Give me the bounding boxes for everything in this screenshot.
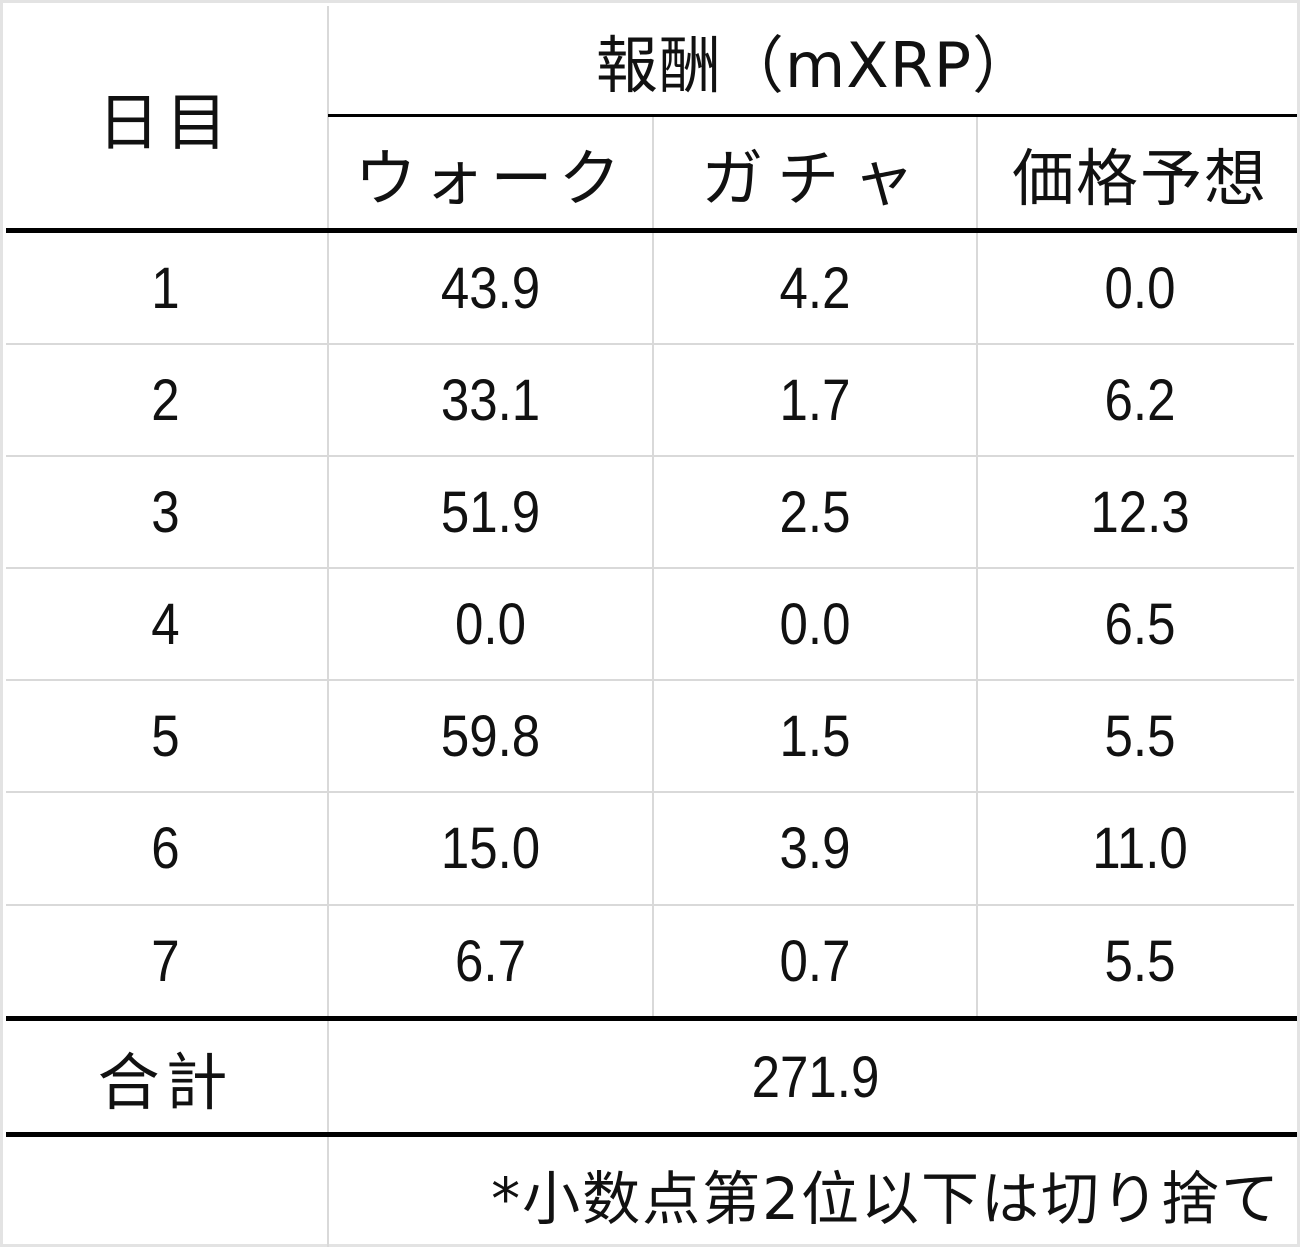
cell-day: 7 (151, 928, 180, 994)
cell-day: 3 (151, 479, 180, 545)
header-reward-group: 報酬（mXRP） (328, 3, 1300, 116)
total-label-text: 合計 (97, 1046, 234, 1119)
cell-gacha: 0.0 (779, 591, 851, 657)
grid-line-vertical (327, 6, 329, 1247)
grid-line-horizontal (6, 567, 1294, 569)
cell-gacha: 2.5 (779, 479, 851, 545)
cell-walk: 59.8 (440, 703, 541, 769)
cell-price-prediction: 0.0 (1104, 255, 1176, 321)
cell-walk: 15.0 (440, 816, 541, 881)
cell-walk: 33.1 (440, 367, 541, 433)
cell-price-prediction: 6.2 (1104, 367, 1176, 433)
cell-walk: 51.9 (440, 479, 541, 545)
cell-day: 4 (151, 591, 180, 657)
header-col-gacha: ガチャ (653, 116, 977, 230)
footnote-text: *小数点第2位以下は切り捨て (491, 1164, 1281, 1233)
cell-day: 1 (151, 255, 180, 321)
header-col-price-prediction-label: 価格予想 (1011, 142, 1268, 215)
cell-day: 6 (151, 816, 180, 881)
cell-price-prediction: 5.5 (1104, 703, 1176, 769)
header-col-walk-label: ウォーク (354, 142, 627, 215)
cell-day: 5 (151, 703, 180, 769)
header-day: 日目 (3, 3, 328, 230)
cell-walk: 6.7 (455, 928, 526, 994)
footnote: *小数点第2位以下は切り捨て (328, 1137, 1300, 1250)
header-col-gacha-label: ガチャ (701, 142, 929, 215)
rule-above-total (6, 1016, 1297, 1021)
grid-line-horizontal (6, 791, 1294, 793)
grid-line-horizontal (6, 904, 1294, 906)
header-reward-group-label: 報酬（mXRP） (595, 28, 1036, 102)
cell-gacha: 0.7 (779, 928, 851, 994)
header-col-price-prediction: 価格予想 (977, 116, 1300, 230)
cell-price-prediction: 6.5 (1104, 591, 1176, 657)
cell-price-prediction: 11.0 (1092, 816, 1188, 881)
grid-line-horizontal (6, 455, 1294, 457)
grid-line-horizontal (6, 343, 1294, 345)
rule-under-reward-group (328, 114, 1297, 117)
cell-price-prediction: 5.5 (1104, 928, 1176, 994)
cell-walk: 0.0 (455, 591, 526, 657)
rule-under-header (6, 228, 1297, 233)
header-day-label: 日目 (97, 85, 234, 159)
cell-day: 2 (151, 367, 180, 433)
grid-line-horizontal (6, 679, 1294, 681)
cell-gacha: 4.2 (779, 255, 851, 321)
cell-walk: 43.9 (440, 255, 541, 321)
total-value: 271.9 (751, 1044, 880, 1110)
total-label: 合計 (3, 1021, 328, 1133)
rule-below-total (6, 1132, 1297, 1137)
header-col-walk: ウォーク (328, 116, 653, 230)
cell-price-prediction: 12.3 (1090, 479, 1190, 545)
cell-gacha: 3.9 (779, 816, 851, 881)
cell-gacha: 1.5 (779, 703, 851, 769)
cell-gacha: 1.7 (779, 367, 851, 433)
